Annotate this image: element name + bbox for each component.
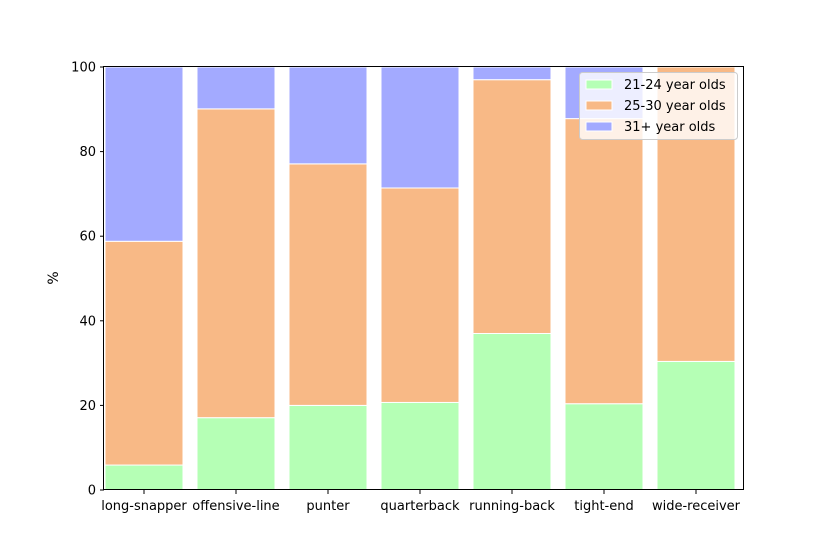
bar-offensive-line-series-1: [196, 417, 276, 491]
y-tick-label: 20: [79, 399, 96, 414]
y-axis-ticks: 0 20 40 60 80 100: [71, 61, 104, 499]
bar-quarterback-series-2: [380, 187, 460, 403]
bar-quarterback-series-1: [380, 401, 460, 491]
x-tick-label: quarterback: [380, 499, 460, 514]
legend-swatch: [585, 121, 613, 132]
x-tick-label: tight-end: [574, 499, 633, 514]
x-tick-label: wide-receiver: [652, 499, 741, 514]
x-tick-label: long-snapper: [101, 499, 187, 514]
x-tick-label: offensive-line: [192, 499, 279, 514]
x-tick-label: running-back: [469, 499, 555, 514]
y-tick-label: 0: [88, 484, 96, 499]
legend-label: 21-24 year olds: [624, 78, 726, 93]
bar-running-back-series-2: [472, 79, 552, 334]
bar-tight-end-series-1: [564, 403, 644, 491]
bar-running-back-series-3: [472, 66, 552, 81]
y-tick-label: 60: [79, 230, 96, 245]
bar-long-snapper-series-1: [104, 464, 184, 491]
bar-long-snapper-series-3: [104, 66, 184, 242]
plot-frame: [103, 66, 744, 490]
legend-label: 31+ year olds: [624, 120, 716, 135]
x-tick-label: punter: [306, 499, 350, 514]
y-tick-label: 100: [71, 61, 96, 76]
bar-offensive-line-series-3: [196, 66, 276, 110]
bar-wide-receiver-series-1: [656, 360, 736, 491]
legend-swatch: [585, 79, 613, 90]
x-axis-ticks: long-snapper offensive-line punter quarterb…: [101, 490, 741, 514]
y-axis-label: %: [46, 271, 62, 284]
y-tick-label: 40: [79, 314, 96, 329]
bar-punter-series-3: [288, 66, 368, 165]
bar-running-back-series-1: [472, 332, 552, 491]
legend: 21-24 year olds 25-30 year olds 31+ year o…: [579, 72, 738, 140]
axes-layer: [103, 66, 744, 490]
legend-swatch: [585, 100, 613, 111]
legend-label: 25-30 year olds: [624, 99, 726, 114]
bar-tight-end-series-2: [564, 118, 644, 405]
bar-punter-series-1: [288, 404, 368, 491]
bar-punter-series-2: [288, 163, 368, 406]
legend-box: [579, 72, 738, 140]
y-tick-label: 80: [79, 145, 96, 160]
bar-quarterback-series-3: [380, 66, 460, 189]
bar-offensive-line-series-2: [196, 108, 276, 419]
bar-long-snapper-series-2: [104, 240, 184, 466]
